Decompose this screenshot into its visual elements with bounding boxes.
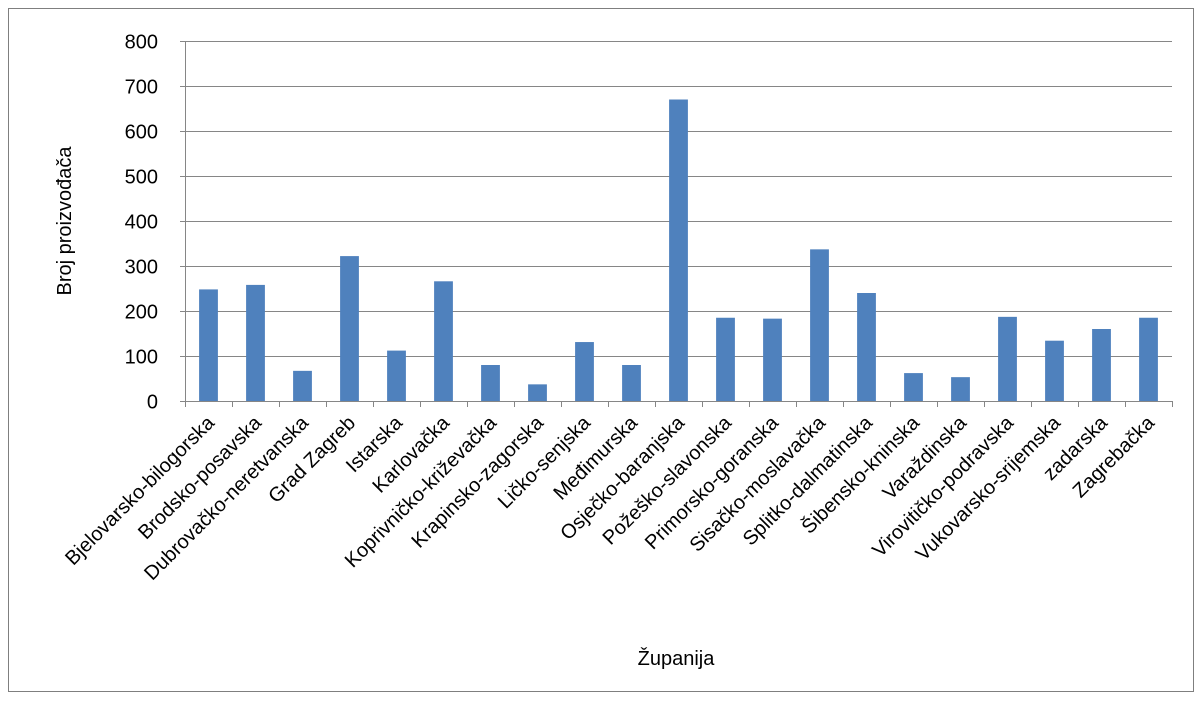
y-tick-label: 800 — [125, 32, 158, 54]
y-tick-label: 700 — [125, 77, 158, 99]
y-tick-labels: 0 100 200 300 400 500 600 700 800 — [125, 32, 158, 414]
bar-20 — [1139, 317, 1158, 401]
bar-7 — [528, 384, 547, 401]
bar-16 — [951, 377, 970, 401]
bar-2 — [293, 370, 312, 401]
bar-3 — [340, 256, 359, 401]
bar-9 — [622, 365, 641, 401]
y-tick-label: 600 — [125, 122, 158, 144]
bar-6 — [481, 365, 500, 401]
bar-18 — [1045, 340, 1064, 401]
bar-13 — [810, 249, 829, 401]
bar-11 — [716, 317, 735, 401]
bar-4 — [387, 350, 406, 401]
bar-1 — [246, 284, 265, 401]
bar-8 — [575, 342, 594, 401]
bar-5 — [434, 281, 453, 401]
y-tick-label: 400 — [125, 212, 158, 234]
bar-19 — [1092, 329, 1111, 401]
bar-14 — [857, 293, 876, 401]
x-axis-title: Županija — [638, 647, 716, 670]
y-tick-label: 200 — [125, 302, 158, 324]
bar-0 — [199, 289, 218, 401]
bar-10 — [669, 99, 688, 401]
bar-12 — [763, 318, 782, 401]
bar-17 — [998, 316, 1017, 401]
y-tick-label: 500 — [125, 167, 158, 189]
bars — [199, 99, 1158, 401]
y-axis-title: Broj proizvođača — [54, 146, 76, 296]
axes — [180, 41, 1173, 407]
y-tick-label: 100 — [125, 347, 158, 369]
y-tick-label: 0 — [147, 392, 158, 414]
bar-15 — [904, 373, 923, 401]
y-tick-label: 300 — [125, 257, 158, 279]
